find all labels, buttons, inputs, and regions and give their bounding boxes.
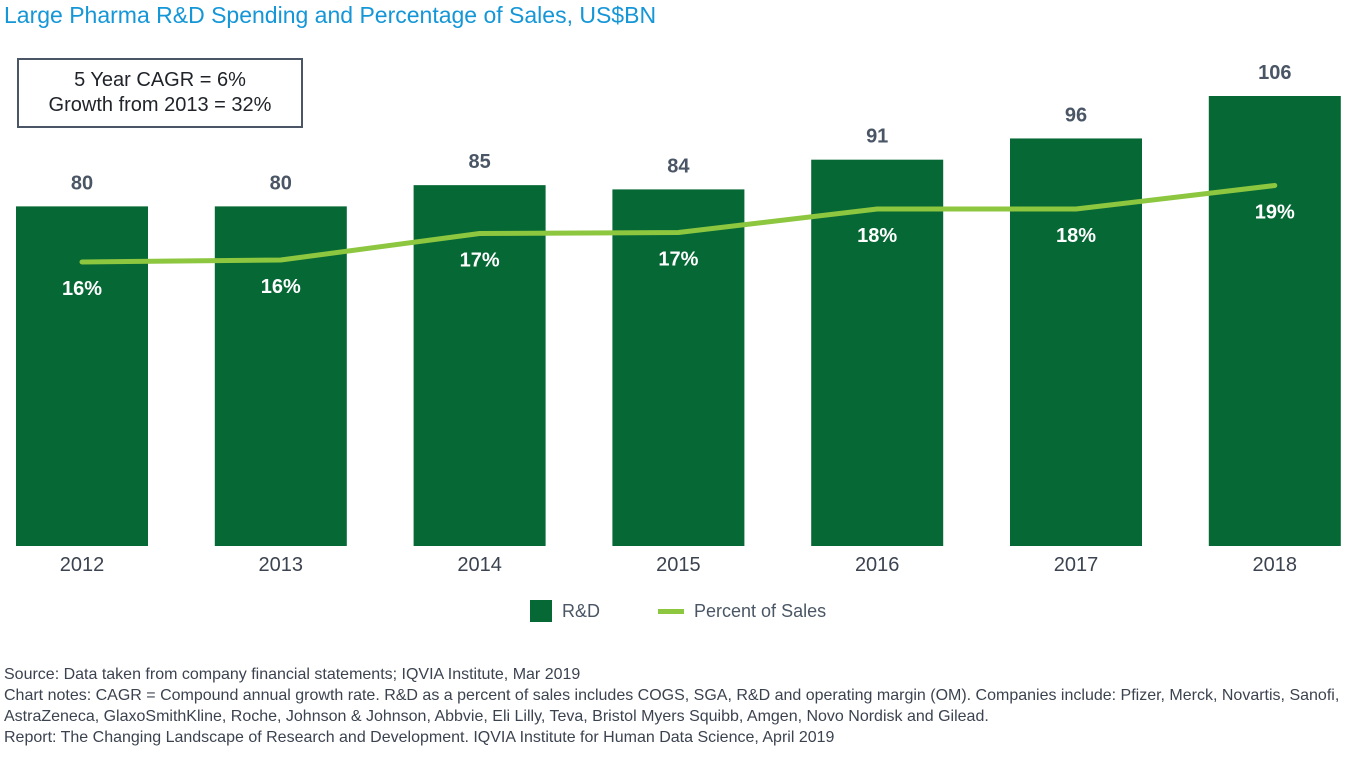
x-tick-label: 2015 <box>656 554 701 576</box>
footnotes: Source: Data taken from company financia… <box>4 664 1344 748</box>
x-tick-label: 2014 <box>457 554 502 576</box>
bar-2017 <box>1010 138 1142 547</box>
x-tick-label: 2018 <box>1253 554 1298 576</box>
growth-text: Growth from 2013 = 32% <box>48 94 272 116</box>
bar-value-label: 84 <box>667 155 690 177</box>
legend-percent-label: Percent of Sales <box>694 600 827 621</box>
percent-label: 16% <box>62 278 102 300</box>
legend-rd-swatch <box>530 600 552 622</box>
x-tick-label: 2016 <box>855 554 900 576</box>
legend: R&D Percent of Sales <box>530 600 826 622</box>
legend-rd-label: R&D <box>562 600 601 621</box>
percent-label: 17% <box>658 249 698 271</box>
percent-label: 18% <box>1056 225 1096 247</box>
chart: 80 2012 80 2013 85 2014 84 2015 91 2016 96 2017 106 2… <box>16 62 1341 576</box>
bar-2013 <box>214 206 347 546</box>
percent-of-sales-line <box>79 183 1278 265</box>
percent-label: 19% <box>1255 202 1295 224</box>
chart-title: Large Pharma R&D Spending and Percentage… <box>4 2 657 28</box>
bar-value-label: 80 <box>270 172 292 194</box>
percent-label: 16% <box>261 276 301 298</box>
label-group: 80 2012 80 2013 85 2014 84 2015 91 2016 96 2017 106 2… <box>60 62 1297 576</box>
bar-2015 <box>612 189 745 546</box>
percent-label: 17% <box>460 250 500 272</box>
cagr-text: 5 Year CAGR = 6% <box>74 69 246 91</box>
legend-percent-swatch <box>658 608 685 614</box>
bar-value-label: 96 <box>1065 104 1087 126</box>
bar-value-label: 91 <box>866 126 888 148</box>
bar-value-label: 106 <box>1258 62 1291 84</box>
bar-2018 <box>1208 96 1341 546</box>
x-tick-label: 2017 <box>1054 554 1099 576</box>
percent-label: 18% <box>857 225 897 247</box>
report-note: Report: The Changing Landscape of Resear… <box>4 729 835 746</box>
source-note: Source: Data taken from company financia… <box>4 666 581 683</box>
bar-2016 <box>811 159 944 546</box>
x-tick-label: 2012 <box>60 554 105 576</box>
bar-value-label: 80 <box>71 172 93 194</box>
bar-value-label: 85 <box>468 151 490 173</box>
x-tick-label: 2013 <box>259 554 304 576</box>
cagr-callout: 5 Year CAGR = 6% Growth from 2013 = 32% <box>17 58 303 128</box>
bar-2014 <box>413 185 546 546</box>
chart-notes: Chart notes: CAGR = Compound annual grow… <box>4 687 1340 725</box>
bar-2012 <box>16 206 148 546</box>
